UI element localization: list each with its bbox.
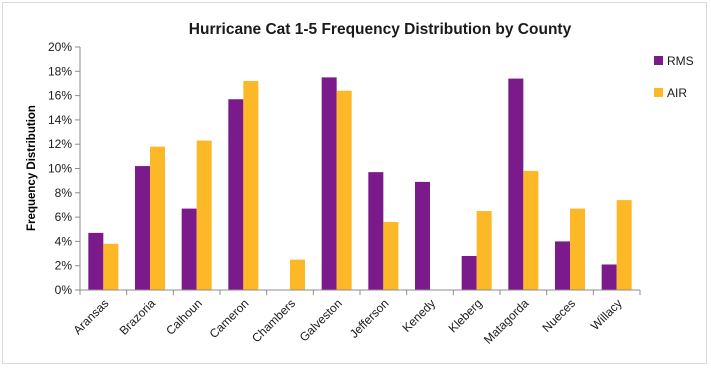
bar-rms-kenedy <box>415 181 430 290</box>
y-tick-label: 12% <box>48 137 72 151</box>
bar-air-jefferson <box>383 221 399 290</box>
y-tick-label: 14% <box>48 113 72 127</box>
bar-rms-willacy <box>601 264 617 290</box>
x-tick-label: Willacy <box>588 296 625 333</box>
y-tick-label: 16% <box>48 89 72 103</box>
bar-rms-kleberg <box>461 255 477 290</box>
chart-frame <box>2 2 707 364</box>
bar-rms-cameron <box>228 99 244 291</box>
bars <box>88 77 632 291</box>
bar-air-cameron <box>243 81 259 291</box>
bar-rms-nueces <box>555 241 570 290</box>
bar-air-galveston <box>336 90 352 291</box>
x-tick-label: Calhoun <box>163 296 205 338</box>
bar-air-brazoria <box>150 146 165 290</box>
bar-rms-calhoun <box>181 208 197 290</box>
legend-swatch-air <box>654 88 663 97</box>
x-tick-label: Jefferson <box>347 296 392 341</box>
y-axis-label: Frequency Distribution <box>26 105 38 231</box>
x-tick-label: Chambers <box>249 296 298 345</box>
y-axis-ticks: 0% 2% 4% 6% 8% 10% 12% 14% 16% 18% 20% <box>48 40 80 297</box>
bar-air-willacy <box>616 200 632 290</box>
x-tick-label: Cameron <box>207 296 252 341</box>
bar-air-matagorda <box>523 170 539 290</box>
legend: RMS AIR <box>654 54 694 100</box>
x-tick-label: Brazoria <box>117 296 159 338</box>
y-tick-label: 6% <box>55 210 73 224</box>
bar-air-aransas <box>103 243 119 290</box>
bar-rms-aransas <box>88 232 104 290</box>
bar-rms-jefferson <box>368 172 384 290</box>
x-tick-label: Kenedy <box>399 296 438 335</box>
x-tick-label: Matagorda <box>481 296 532 347</box>
y-tick-label: 10% <box>48 162 72 176</box>
bar-air-kleberg <box>476 211 492 290</box>
y-tick-label: 18% <box>48 64 72 78</box>
x-tick-label: Nueces <box>539 296 578 335</box>
bar-air-nueces <box>570 208 585 290</box>
x-axis-ticks: Aransas Brazoria Calhoun CameronChambersGal… <box>70 290 641 347</box>
legend-label-rms: RMS <box>667 54 694 68</box>
bar-rms-galveston <box>321 77 337 290</box>
legend-label-air: AIR <box>667 86 687 100</box>
x-tick-label: Kleberg <box>446 296 485 335</box>
bar-air-calhoun <box>196 140 212 290</box>
y-tick-label: 0% <box>55 283 73 297</box>
y-tick-label: 8% <box>55 186 73 200</box>
y-tick-label: 20% <box>48 40 72 54</box>
y-tick-label: 4% <box>55 234 73 248</box>
y-tick-label: 2% <box>55 259 73 273</box>
bar-rms-matagorda <box>508 78 524 290</box>
legend-swatch-rms <box>654 56 663 65</box>
x-tick-label: Galveston <box>297 296 345 344</box>
bar-rms-brazoria <box>135 166 150 290</box>
chart-title: Hurricane Cat 1-5 Frequency Distribution… <box>189 21 572 38</box>
x-tick-label: Aransas <box>70 296 111 337</box>
bar-air-chambers <box>290 259 305 290</box>
